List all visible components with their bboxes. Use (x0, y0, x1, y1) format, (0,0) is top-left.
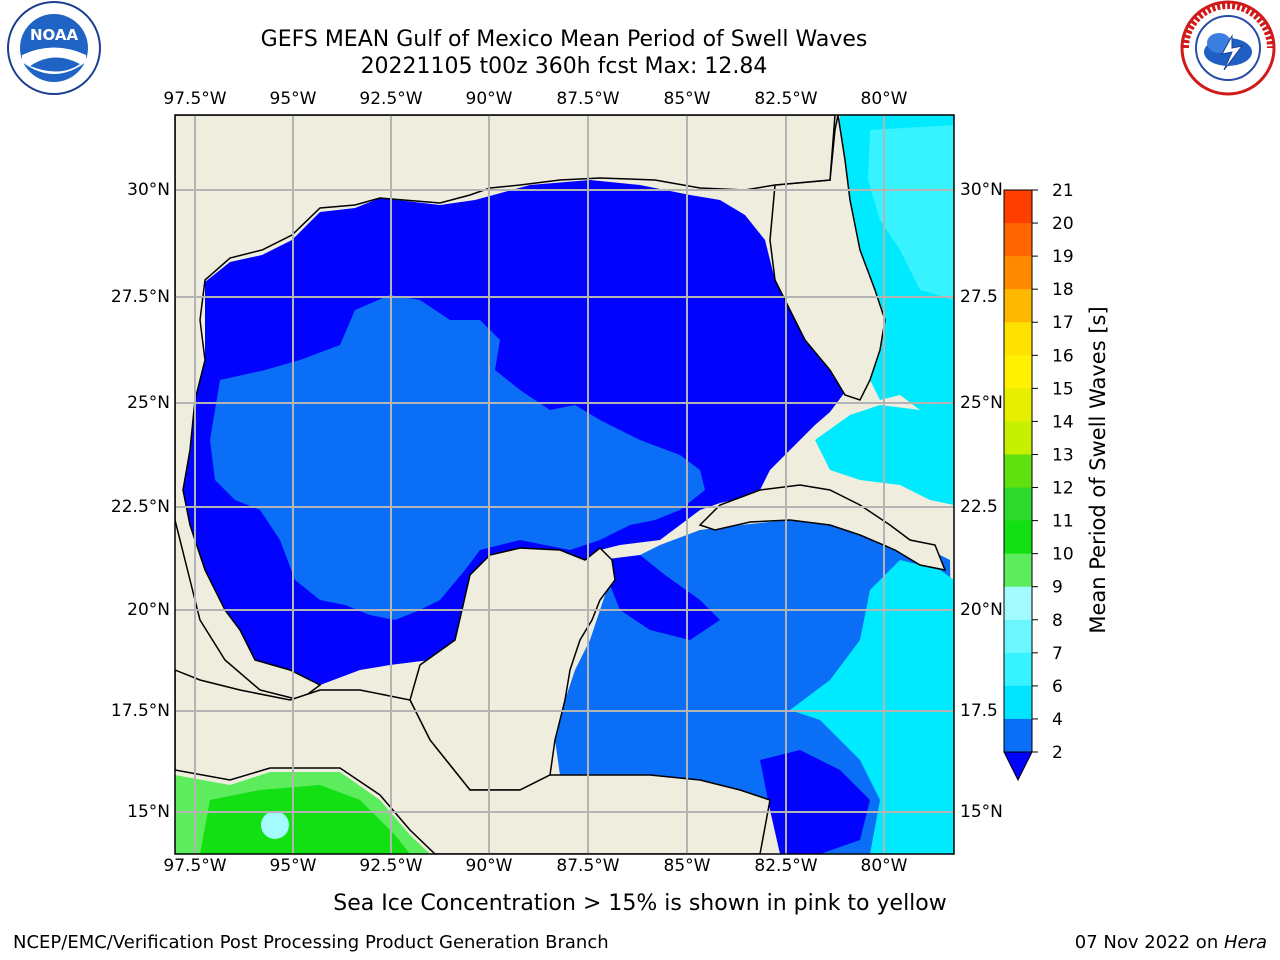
lat-tick-left: 27.5°N (110, 287, 170, 307)
lat-tick-right: 22.5 (960, 497, 998, 517)
lon-tick-bottom: 95°W (269, 856, 317, 876)
chart-subtitle: 20221105 t00z 360h fcst Max: 12.84 (360, 54, 768, 79)
lon-tick-bottom: 97.5°W (163, 856, 227, 876)
colorbar-tick-label: 14 (1052, 412, 1074, 432)
lon-tick-top: 92.5°W (359, 89, 423, 109)
noaa-logo: NOAA (7, 1, 101, 95)
lat-tick-left: 17.5°N (110, 701, 170, 721)
colorbar-segment (1004, 223, 1032, 257)
colorbar-label: Mean Period of Swell Waves [s] (1086, 306, 1110, 634)
nws-logo (1180, 0, 1276, 96)
colorbar-tick-label: 4 (1052, 710, 1063, 730)
footer-note: Sea Ice Concentration > 15% is shown in … (333, 891, 947, 916)
colorbar-frame (1003, 189, 1033, 753)
colorbar-segment (1004, 388, 1032, 422)
footer-date: 07 Nov 2022 on Hera (1075, 932, 1267, 953)
colorbar-tick-label: 11 (1052, 512, 1074, 532)
lon-tick-top: 87.5°W (556, 89, 620, 109)
lat-tick-right: 20°N (960, 600, 1003, 620)
colorbar-segment (1004, 190, 1032, 224)
lat-tick-left: 22.5°N (110, 497, 170, 517)
lon-tick-top: 80°W (860, 89, 908, 109)
colorbar-tick-label: 19 (1052, 247, 1074, 267)
lon-tick-bottom: 80°W (860, 856, 908, 876)
colorbar-tick-label: 21 (1052, 181, 1074, 201)
lat-tick-left: 25°N (127, 393, 170, 413)
colorbar-tick-label: 6 (1052, 677, 1063, 697)
lat-tick-right: 25°N (960, 393, 1003, 413)
lon-tick-top: 97.5°W (163, 89, 227, 109)
colorbar-segment (1004, 289, 1032, 323)
lon-tick-top: 90°W (465, 89, 513, 109)
lon-tick-bottom: 82.5°W (754, 856, 818, 876)
lat-tick-left: 15°N (127, 802, 170, 822)
colorbar-segment (1004, 553, 1032, 588)
colorbar-extend-arrow (1003, 751, 1033, 782)
colorbar-tick-label: 9 (1052, 578, 1063, 598)
colorbar-segment (1004, 619, 1032, 654)
colorbar-tick-label: 16 (1052, 346, 1074, 366)
atlantic-light-cyan (868, 125, 954, 300)
lon-tick-bottom: 92.5°W (359, 856, 423, 876)
pacific-swell-green (200, 785, 410, 854)
lon-tick-top: 95°W (269, 89, 317, 109)
colorbar: 21 20 19 18 17 16 15 14 13 12 11 10 9 8 7 6 4 2 (1003, 181, 1074, 782)
caribbean-deep-patch-2 (760, 750, 870, 854)
colorbar-tick-label: 12 (1052, 479, 1074, 499)
lat-tick-right: 30°N (960, 180, 1003, 200)
pacific-light-patch (261, 811, 289, 839)
lat-tick-right: 17.5 (960, 701, 998, 721)
footer-credit: NCEP/EMC/Verification Post Processing Pr… (13, 932, 609, 953)
chart-title: GEFS MEAN Gulf of Mexico Mean Period of … (260, 27, 868, 52)
colorbar-segment (1004, 355, 1032, 389)
colorbar-tick-label: 7 (1052, 644, 1063, 664)
yucatan-land (409, 546, 616, 791)
colorbar-tick-label: 18 (1052, 280, 1074, 300)
lat-tick-left: 20°N (127, 600, 170, 620)
colorbar-segment (1004, 421, 1032, 455)
caribbean-deep-patch (600, 555, 720, 640)
colorbar-tick-label: 13 (1052, 445, 1074, 465)
caribbean-east-cyan (790, 560, 954, 854)
lat-tick-right: 15°N (960, 802, 1003, 822)
lat-tick-left: 30°N (127, 180, 170, 200)
colorbar-segment (1004, 256, 1032, 290)
lon-tick-bottom: 90°W (465, 856, 513, 876)
lat-tick-right: 27.5 (960, 287, 998, 307)
map-frame (174, 114, 955, 855)
noaa-logo-text: NOAA (30, 26, 79, 44)
lon-tick-bottom: 87.5°W (556, 856, 620, 876)
colorbar-segment (1004, 652, 1032, 687)
colorbar-segment (1004, 487, 1032, 522)
lon-tick-top: 85°W (663, 89, 711, 109)
graticule (175, 115, 954, 854)
colorbar-tick-label: 20 (1052, 214, 1074, 234)
colorbar-segment (1004, 685, 1032, 720)
footer-machine: Hera (1223, 932, 1267, 953)
map-plot (175, 115, 954, 854)
colorbar-tick-label: 17 (1052, 313, 1074, 333)
colorbar-segment (1004, 586, 1032, 621)
colorbar-segment (1004, 718, 1032, 753)
colorbar-tick-label: 10 (1052, 545, 1074, 565)
colorbar-segment (1004, 520, 1032, 555)
colorbar-tick-label: 15 (1052, 379, 1074, 399)
gulf-mid-blue (210, 295, 705, 620)
central-america-land (175, 669, 771, 854)
colorbar-segment (1004, 322, 1032, 356)
colorbar-segment (1004, 454, 1032, 489)
colorbar-tick-label: 8 (1052, 611, 1063, 631)
footer-date-text: 07 Nov 2022 on (1074, 932, 1224, 953)
colorbar-tick-label: 2 (1052, 743, 1063, 763)
florida-land (769, 115, 886, 401)
lon-tick-bottom: 85°W (663, 856, 711, 876)
lon-tick-top: 82.5°W (754, 89, 818, 109)
